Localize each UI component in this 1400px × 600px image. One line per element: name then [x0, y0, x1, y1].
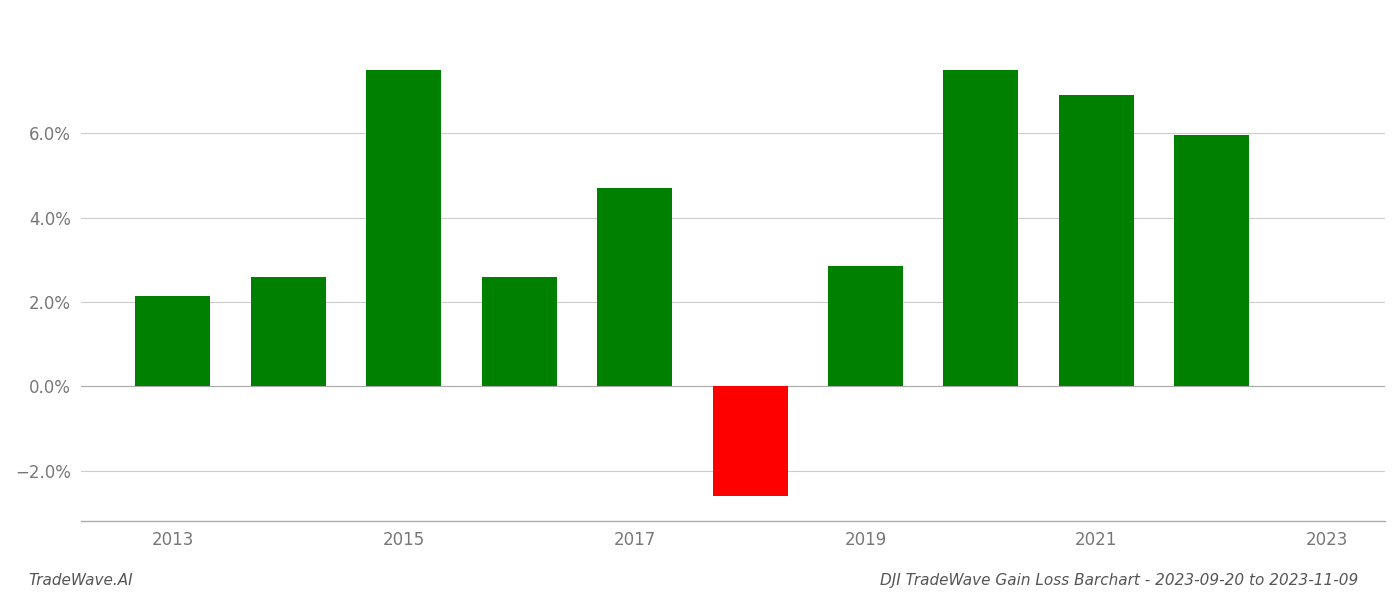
Bar — [136, 296, 210, 386]
Bar — [827, 266, 903, 386]
Bar — [598, 188, 672, 386]
Bar — [367, 70, 441, 386]
Text: DJI TradeWave Gain Loss Barchart - 2023-09-20 to 2023-11-09: DJI TradeWave Gain Loss Barchart - 2023-… — [879, 573, 1358, 588]
Text: TradeWave.AI: TradeWave.AI — [28, 573, 133, 588]
Bar — [1058, 95, 1134, 386]
Bar — [1175, 135, 1249, 386]
Bar — [251, 277, 326, 386]
Bar — [944, 70, 1018, 386]
Bar — [713, 386, 788, 496]
Bar — [482, 277, 557, 386]
